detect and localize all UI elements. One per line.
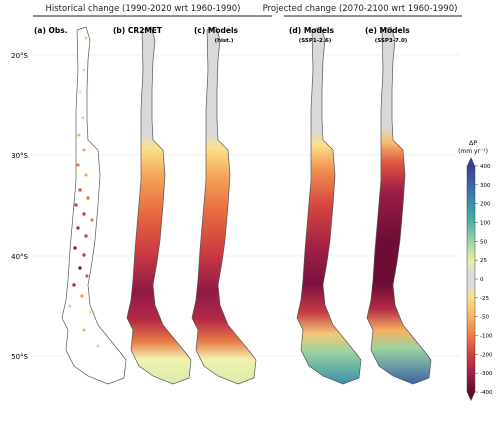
historical-header: Historical change (1990-2020 wrt 1960-19… [46, 4, 241, 14]
panel-c-models-hist: (c) Models (hist.) [191, 26, 257, 385]
colorbar-tick-label: 400 [480, 164, 491, 170]
colorbar: ΔP (mm yr⁻¹) 400 300 200 100 50 25 0 -25 -50 -100… [458, 139, 493, 401]
colorbar-tick-label: -300 [480, 371, 493, 377]
panel-subtitle: (SSP1-2.6) [299, 38, 332, 44]
lat-label-50s: 50°S [11, 353, 28, 361]
colorbar-top-extend [467, 157, 475, 166]
colorbar-tick-label: -200 [480, 352, 493, 358]
panel-title: (a) Obs. [34, 26, 68, 35]
panel-subtitle: (SSP3-7.0) [375, 38, 408, 44]
colorbar-tick-label: 0 [480, 277, 484, 283]
colorbar-tick-label: 200 [480, 202, 491, 208]
projected-header: Projected change (2070-2100 wrt 1960-199… [263, 4, 458, 14]
colorbar-tick-label: -25 [480, 296, 489, 302]
panel-title: (b) CR2MET [113, 26, 163, 35]
colorbar-bottom-extend [467, 392, 475, 401]
obs-station-dots [68, 36, 100, 348]
panel-a-obs: (a) Obs. [34, 26, 127, 385]
lat-label-40s: 40°S [11, 253, 28, 261]
colorbar-ticks: 400 300 200 100 50 25 0 -25 -50 -100 -200 -300 -400 [475, 164, 493, 396]
panel-d-ssp126: (d) Models (SSP1-2.6) [289, 26, 362, 385]
colorbar-label-symbol: ΔP [469, 139, 477, 147]
colorbar-tick-label: 300 [480, 183, 491, 189]
panel-b-cr2met: (b) CR2MET [113, 26, 192, 385]
panel-title: (e) Models [365, 26, 410, 35]
lat-label-30s: 30°S [11, 152, 28, 160]
colorbar-label-units: (mm yr⁻¹) [458, 148, 488, 155]
panel-title: (c) Models [194, 26, 239, 35]
panel-title: (d) Models [289, 26, 334, 35]
colorbar-tick-label: -400 [480, 390, 493, 396]
lat-label-20s: 20°S [11, 52, 28, 60]
panel-subtitle: (hist.) [215, 38, 234, 44]
colorbar-tick-label: -100 [480, 334, 493, 340]
colorbar-tick-label: 50 [480, 239, 487, 245]
colorbar-tick-label: -50 [480, 315, 489, 321]
colorbar-tick-label: 100 [480, 221, 491, 227]
colorbar-bar [466, 165, 476, 393]
colorbar-tick-label: 25 [480, 258, 487, 264]
panel-e-ssp370: (e) Models (SSP3-7.0) [365, 26, 432, 385]
